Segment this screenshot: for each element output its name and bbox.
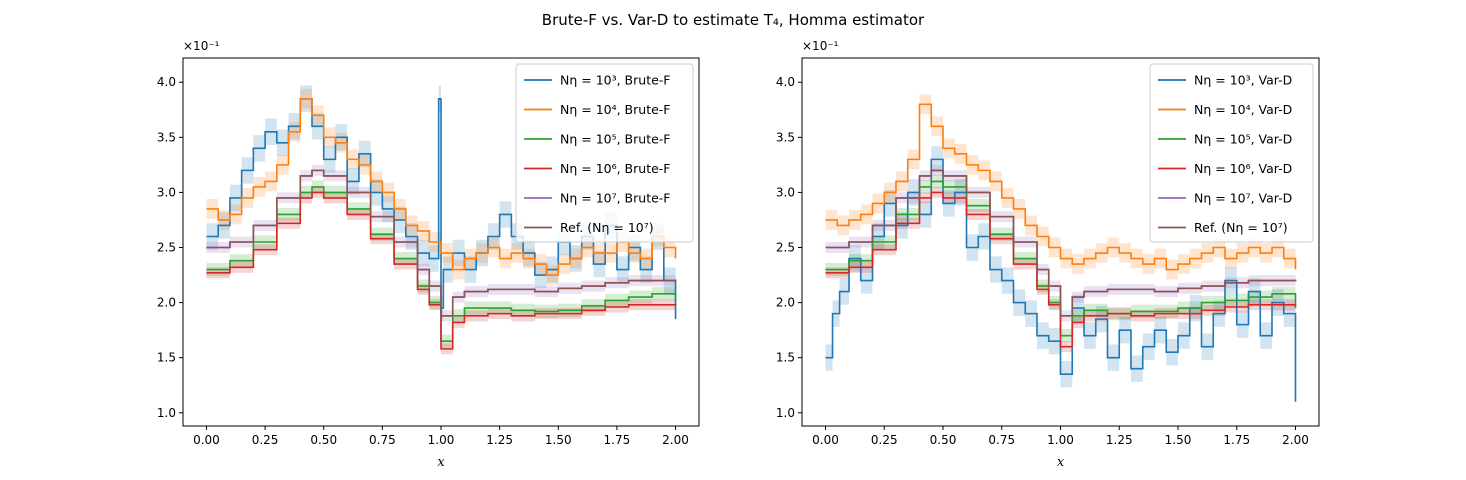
x-tick-label: 0.75	[369, 433, 396, 447]
y-tick-label: 2.0	[776, 296, 795, 310]
x-tick-label: 1.75	[604, 433, 631, 447]
y-tick-label: 1.0	[157, 406, 176, 420]
legend-label: Nη = 10⁴, Var-D	[1194, 102, 1292, 117]
y-tick-label: 1.5	[157, 351, 176, 365]
legend: Nη = 10³, Var-D Nη = 10⁴, Var-D Nη = 10⁵, …	[1149, 63, 1314, 243]
x-tick-label: 0.25	[252, 433, 279, 447]
legend-label: Nη = 10⁵, Var-D	[1194, 132, 1292, 147]
legend-label: Nη = 10⁵, Brute-F	[560, 132, 671, 147]
series-line-5	[825, 169, 1297, 317]
x-tick-label: 1.75	[1223, 433, 1250, 447]
x-tick-label: 0.50	[310, 433, 337, 447]
legend-label: Nη = 10⁷, Var-D	[1194, 191, 1292, 206]
figure-title: Brute-F vs. Var-D to estimate T₄, Homma …	[542, 11, 925, 29]
x-tick-label: 2.00	[662, 433, 689, 447]
right-chart-panel: 0.00 0.25 0.50 0.75 1.00 1.25 1.50 1.75 2.00 1.0 1…	[776, 39, 1320, 470]
series-line-3	[825, 191, 1297, 348]
series-line-1	[825, 103, 1297, 271]
x-tick-label: 1.00	[1047, 433, 1074, 447]
x-tick-label: 1.50	[1165, 433, 1192, 447]
series-band-2	[206, 180, 676, 348]
series-line-1	[206, 97, 677, 276]
legend-label: Nη = 10⁶, Var-D	[1194, 161, 1292, 176]
series-band-3	[206, 186, 676, 355]
series-line-3	[206, 191, 677, 350]
x-tick-label: 1.25	[486, 433, 513, 447]
legend-label: Nη = 10⁶, Brute-F	[560, 161, 671, 176]
y-tick-label: 3.5	[157, 130, 176, 144]
x-tick-label: 1.00	[428, 433, 455, 447]
left-chart-panel: 0.00 0.25 0.50 0.75 1.00 1.25 1.50 1.75 2.00 1.0 1…	[157, 39, 700, 470]
plot-area	[825, 94, 1297, 415]
legend-box	[515, 63, 694, 243]
legend: Nη = 10³, Brute-F Nη = 10⁴, Brute-F Nη = 1…	[515, 63, 694, 243]
y-tick-label: 3.0	[157, 185, 176, 199]
x-tick-label: 0.00	[812, 433, 839, 447]
y-tick-label: 1.0	[776, 406, 795, 420]
y-tick-label: 1.5	[776, 351, 795, 365]
x-axis-label: x	[1057, 455, 1065, 470]
legend-label: Nη = 10⁷, Brute-F	[560, 191, 671, 206]
y-tick-label: 2.5	[157, 241, 176, 255]
y-tick-label: 4.0	[157, 75, 176, 89]
x-tick-label: 0.75	[988, 433, 1015, 447]
legend-label: Nη = 10³, Var-D	[1194, 73, 1292, 88]
y-tick-label: 4.0	[776, 75, 795, 89]
legend-label: Ref. (Nη = 10⁷)	[560, 220, 654, 235]
x-axis-label: x	[437, 455, 445, 470]
x-tick-label: 1.50	[545, 433, 572, 447]
series-line-5	[206, 169, 677, 317]
x-tick-label: 2.00	[1282, 433, 1309, 447]
legend-label: Nη = 10³, Brute-F	[560, 73, 671, 88]
y-tick-label: 3.5	[776, 130, 795, 144]
plot-area	[206, 85, 677, 355]
x-tick-label: 0.00	[193, 433, 220, 447]
legend-label: Ref. (Nη = 10⁷)	[1194, 220, 1288, 235]
x-tick-label: 0.50	[930, 433, 957, 447]
y-tick-label: 2.5	[776, 241, 795, 255]
y-multiplier: ×10⁻¹	[183, 39, 220, 53]
y-multiplier: ×10⁻¹	[802, 39, 839, 53]
x-tick-label: 0.25	[871, 433, 898, 447]
legend-label: Nη = 10⁴, Brute-F	[560, 102, 671, 117]
y-tick-label: 3.0	[776, 185, 795, 199]
x-tick-label: 1.25	[1106, 433, 1133, 447]
legend-box	[1149, 63, 1314, 243]
y-tick-label: 2.0	[157, 296, 176, 310]
